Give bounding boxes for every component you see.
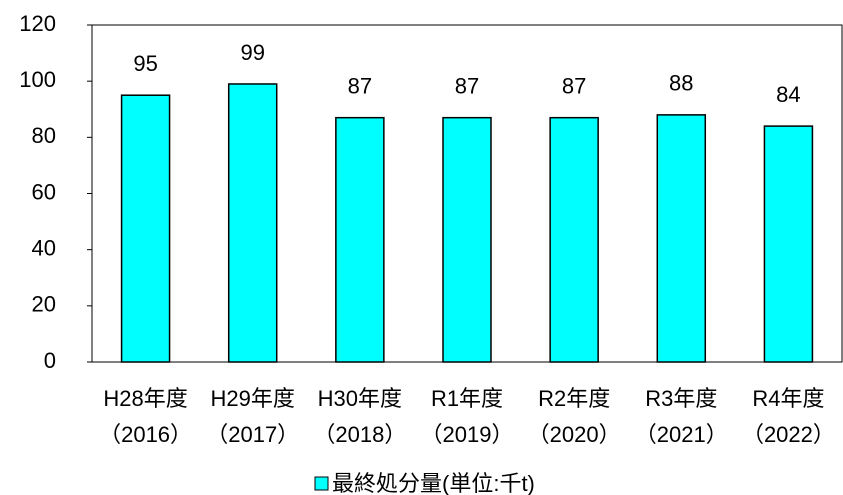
legend-swatch: [314, 476, 329, 491]
x-tick-label: R1年度（2019）: [421, 386, 514, 447]
y-tick-label: 120: [19, 11, 56, 36]
bar: [227, 83, 278, 363]
data-label: 88: [669, 71, 693, 96]
data-label: 84: [776, 82, 800, 107]
data-label: 95: [133, 51, 157, 76]
y-tick-label: 100: [19, 67, 56, 92]
bar: [442, 116, 492, 363]
bar: [656, 114, 707, 363]
y-tick-label: 60: [32, 179, 56, 204]
x-tick-label: H30年度（2018）: [313, 386, 406, 447]
bar: [549, 116, 599, 363]
data-label: 87: [562, 73, 586, 98]
legend-label: 最終処分量(単位:千t): [332, 471, 535, 495]
x-tick-label: R4年度（2022）: [742, 386, 835, 447]
y-tick-label: 80: [32, 123, 56, 148]
bar: [120, 94, 171, 363]
x-tick-label: H29年度（2017）: [206, 386, 299, 447]
x-tick-label: R3年度（2021）: [635, 386, 728, 447]
bar: [335, 116, 385, 363]
y-tick-label: 0: [44, 348, 56, 373]
data-label: 99: [240, 40, 264, 65]
x-tick-label: R2年度（2020）: [528, 386, 621, 447]
y-tick-label: 40: [32, 235, 56, 260]
y-tick-label: 20: [32, 292, 56, 317]
data-label: 87: [455, 73, 479, 98]
x-tick-label: H28年度（2016）: [99, 386, 192, 447]
data-label: 87: [348, 73, 372, 98]
bar: [763, 125, 814, 363]
